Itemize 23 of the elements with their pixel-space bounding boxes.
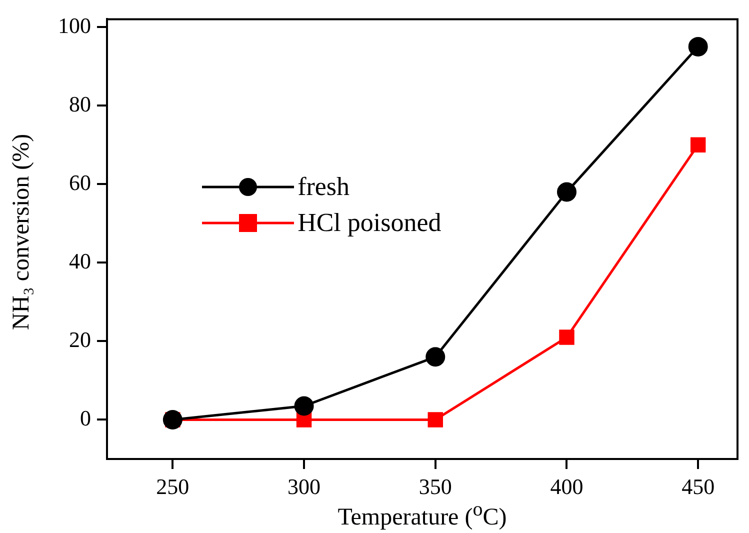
legend-label: fresh	[298, 172, 350, 202]
y-tick-label: 40	[69, 248, 91, 274]
point	[428, 412, 443, 428]
y-axis-title: NH₃ conversion (%)	[8, 134, 36, 330]
point	[294, 396, 314, 416]
x-tick-label: 300	[288, 474, 321, 499]
y-tick-label: 0	[80, 406, 91, 431]
legend-label: HCl poisoned	[298, 208, 442, 238]
point	[426, 347, 446, 367]
x-tick-label: 350	[418, 474, 452, 499]
x-tick-label: 400	[550, 474, 584, 499]
y-tick-label: 100	[58, 12, 91, 38]
x-tick-label: 450	[682, 474, 715, 499]
x-axis-title: Temperature ($^{o}$C)	[338, 498, 507, 532]
point	[690, 137, 706, 152]
point	[688, 36, 708, 56]
point	[556, 182, 576, 202]
x-tick-label: 250	[156, 474, 190, 499]
y-tick-label: 60	[69, 170, 91, 195]
point	[162, 410, 182, 430]
y-tick-label: 80	[69, 91, 91, 116]
y-tick-label: 20	[69, 326, 91, 352]
point	[559, 330, 574, 345]
